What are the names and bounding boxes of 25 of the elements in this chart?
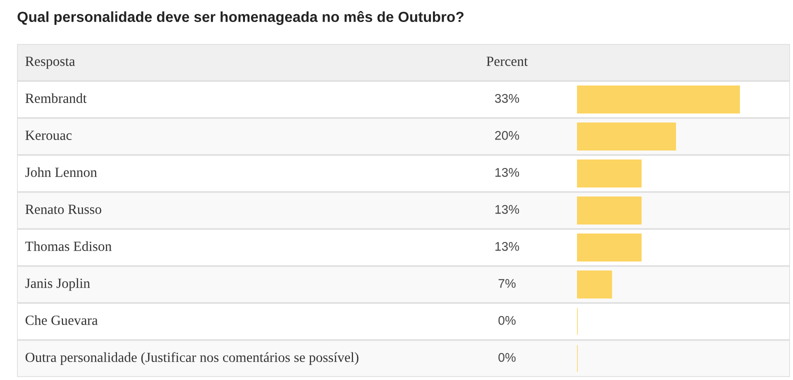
y-tick-label: Kerouac: [25, 130, 72, 140]
data-label: 20%: [495, 131, 520, 140]
y-axis-title: Resposta: [25, 56, 75, 69]
text: Qual personalidade deve ser homenageada no mês de Outubro?: [18, 11, 464, 25]
y-tick-label: Renato Russo: [25, 204, 102, 214]
bar: [577, 85, 740, 114]
x-axis-title: Percent: [486, 56, 528, 66]
y-tick-label: Thomas Edison: [25, 241, 112, 251]
data-label: 13%: [495, 168, 520, 177]
data-label: 13%: [495, 242, 520, 251]
bar: [577, 196, 642, 225]
bar: [577, 233, 642, 262]
data-label: 7%: [498, 279, 516, 288]
data-label: 0%: [498, 353, 516, 362]
data-label: 33%: [494, 94, 520, 103]
data-label: 0%: [498, 316, 516, 325]
y-tick-label: Rembrandt: [25, 93, 87, 103]
bar: [577, 159, 642, 188]
bar: [577, 122, 676, 151]
y-tick-label: Outra personalidade (Justificar nos comentários se possível): [26, 352, 358, 365]
y-tick-label: Janis Joplin: [25, 278, 90, 291]
bar: [577, 270, 612, 299]
y-tick-label: Che Guevara: [26, 315, 98, 325]
data-label: 13%: [495, 205, 520, 214]
y-tick-label: John Lennon: [25, 167, 97, 177]
